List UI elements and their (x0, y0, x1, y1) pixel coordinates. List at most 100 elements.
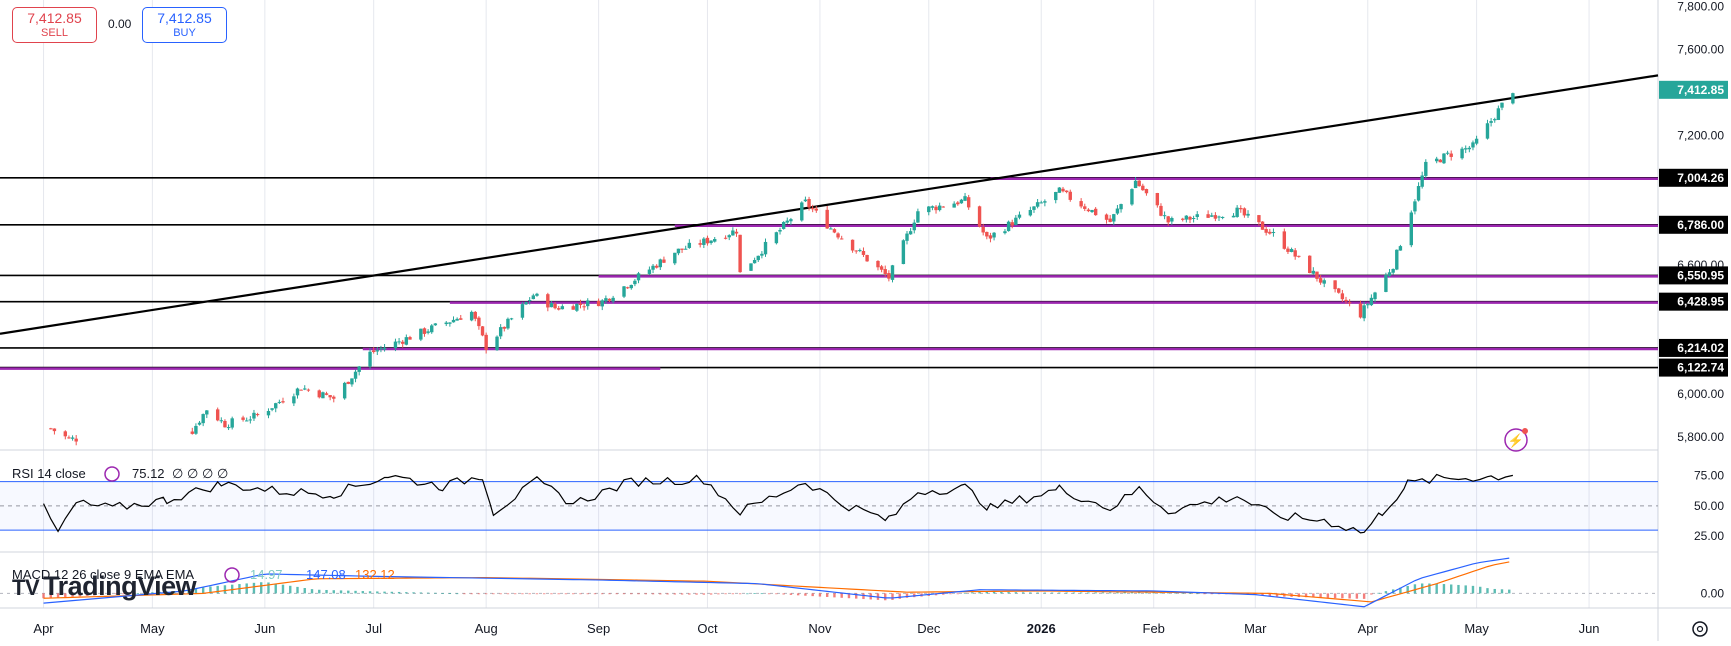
candle-114 (629, 284, 633, 290)
candle-body (749, 263, 753, 271)
candle-body (321, 392, 325, 399)
buy-button[interactable]: 7,412.85 BUY (142, 7, 227, 43)
candle-body (426, 331, 430, 333)
histogram-bar (666, 593, 669, 595)
candle-150 (810, 204, 815, 213)
candle-body (832, 229, 837, 233)
candle-body (1064, 190, 1069, 193)
histogram-bar (963, 592, 967, 594)
candle-42 (266, 408, 271, 419)
histogram-bar (630, 593, 633, 595)
histogram-bar (1471, 585, 1475, 594)
candle-111 (611, 295, 615, 304)
candle-body (1257, 215, 1261, 223)
candle-91 (509, 317, 514, 321)
candle-165 (887, 270, 891, 282)
candle-195 (1039, 200, 1043, 204)
candle-body (535, 293, 539, 296)
candle-body (1347, 302, 1352, 304)
candle-body (241, 417, 245, 420)
candle-218 (1159, 203, 1163, 217)
histogram-bar (1384, 591, 1388, 594)
histogram-bar (1000, 591, 1003, 594)
candle-body (1144, 189, 1149, 194)
time-tick-label: Jun (254, 621, 275, 636)
time-tick-label: Feb (1143, 621, 1165, 636)
candle-53 (321, 391, 325, 399)
level-tag-5 (1659, 358, 1728, 377)
candle-173 (930, 205, 935, 211)
histogram-bar (949, 593, 952, 595)
candle-body (1210, 215, 1214, 217)
candle-185 (988, 232, 993, 243)
candle-body (419, 328, 423, 340)
candle-body (1344, 299, 1348, 302)
candle-body (865, 254, 869, 262)
candle-body (1213, 215, 1218, 219)
candle-body (401, 341, 405, 344)
candle-body (277, 401, 282, 403)
candle-73 (422, 327, 427, 337)
settings-gear-icon[interactable] (1692, 621, 1708, 637)
candle-50 (303, 385, 307, 391)
candle-body (1366, 304, 1370, 306)
candle-181 (966, 194, 971, 210)
histogram-bar (1210, 593, 1213, 595)
candle-183 (981, 223, 985, 236)
histogram-bar (1341, 593, 1344, 599)
candle-145 (785, 217, 789, 224)
level-tag-4 (1659, 338, 1728, 357)
tradingview-logo: TV TradingView (12, 571, 197, 602)
histogram-bar (789, 593, 793, 595)
candle-79 (451, 316, 456, 323)
rsi-extra-value: ∅ (187, 466, 198, 481)
candle-243 (1286, 246, 1290, 255)
time-tick-label: Nov (808, 621, 832, 636)
candle-body (201, 414, 205, 424)
candle-41 (255, 412, 260, 417)
histogram-bar (187, 589, 190, 594)
histogram-bar (557, 593, 560, 595)
candle-body (633, 280, 637, 285)
candle-199 (1061, 186, 1065, 193)
candle-131 (713, 237, 717, 243)
candle-149 (807, 196, 811, 211)
histogram-bar (862, 593, 865, 600)
candle-134 (731, 227, 735, 236)
macd-settings-icon (224, 567, 240, 583)
histogram-bar (608, 593, 611, 595)
histogram-bar (767, 593, 771, 595)
histogram-bar (535, 593, 539, 595)
candle-body (455, 318, 459, 321)
candle-body (778, 229, 782, 232)
histogram-bar (695, 593, 698, 595)
candle-body (1438, 159, 1443, 163)
candle-body (1061, 188, 1065, 192)
candle-body (916, 211, 920, 223)
candle-86 (484, 332, 488, 354)
candle-89 (502, 326, 506, 332)
spread-value: 0.00 (108, 17, 132, 31)
candle-body (988, 235, 993, 239)
histogram-bar (49, 593, 52, 598)
candle-body (226, 427, 231, 429)
candle-161 (865, 254, 869, 262)
time-tick-label: May (140, 621, 165, 636)
candle-body (1387, 272, 1392, 276)
level-tag-label: 6,786.00 (1677, 218, 1724, 232)
candle-164 (883, 265, 887, 277)
sell-price: 7,412.85 (27, 10, 82, 26)
candle-54 (324, 391, 329, 396)
candle-body (495, 336, 499, 351)
sell-button[interactable]: 7,412.85 SELL (12, 7, 97, 43)
candle-body (1471, 142, 1475, 148)
candle-body (215, 409, 220, 421)
candle-256 (1347, 299, 1352, 307)
macd-signal-line (43, 561, 1510, 603)
candle-198 (1057, 187, 1062, 193)
candle-body (607, 298, 612, 301)
candle-215 (1141, 183, 1145, 191)
candle-249 (1315, 271, 1319, 282)
